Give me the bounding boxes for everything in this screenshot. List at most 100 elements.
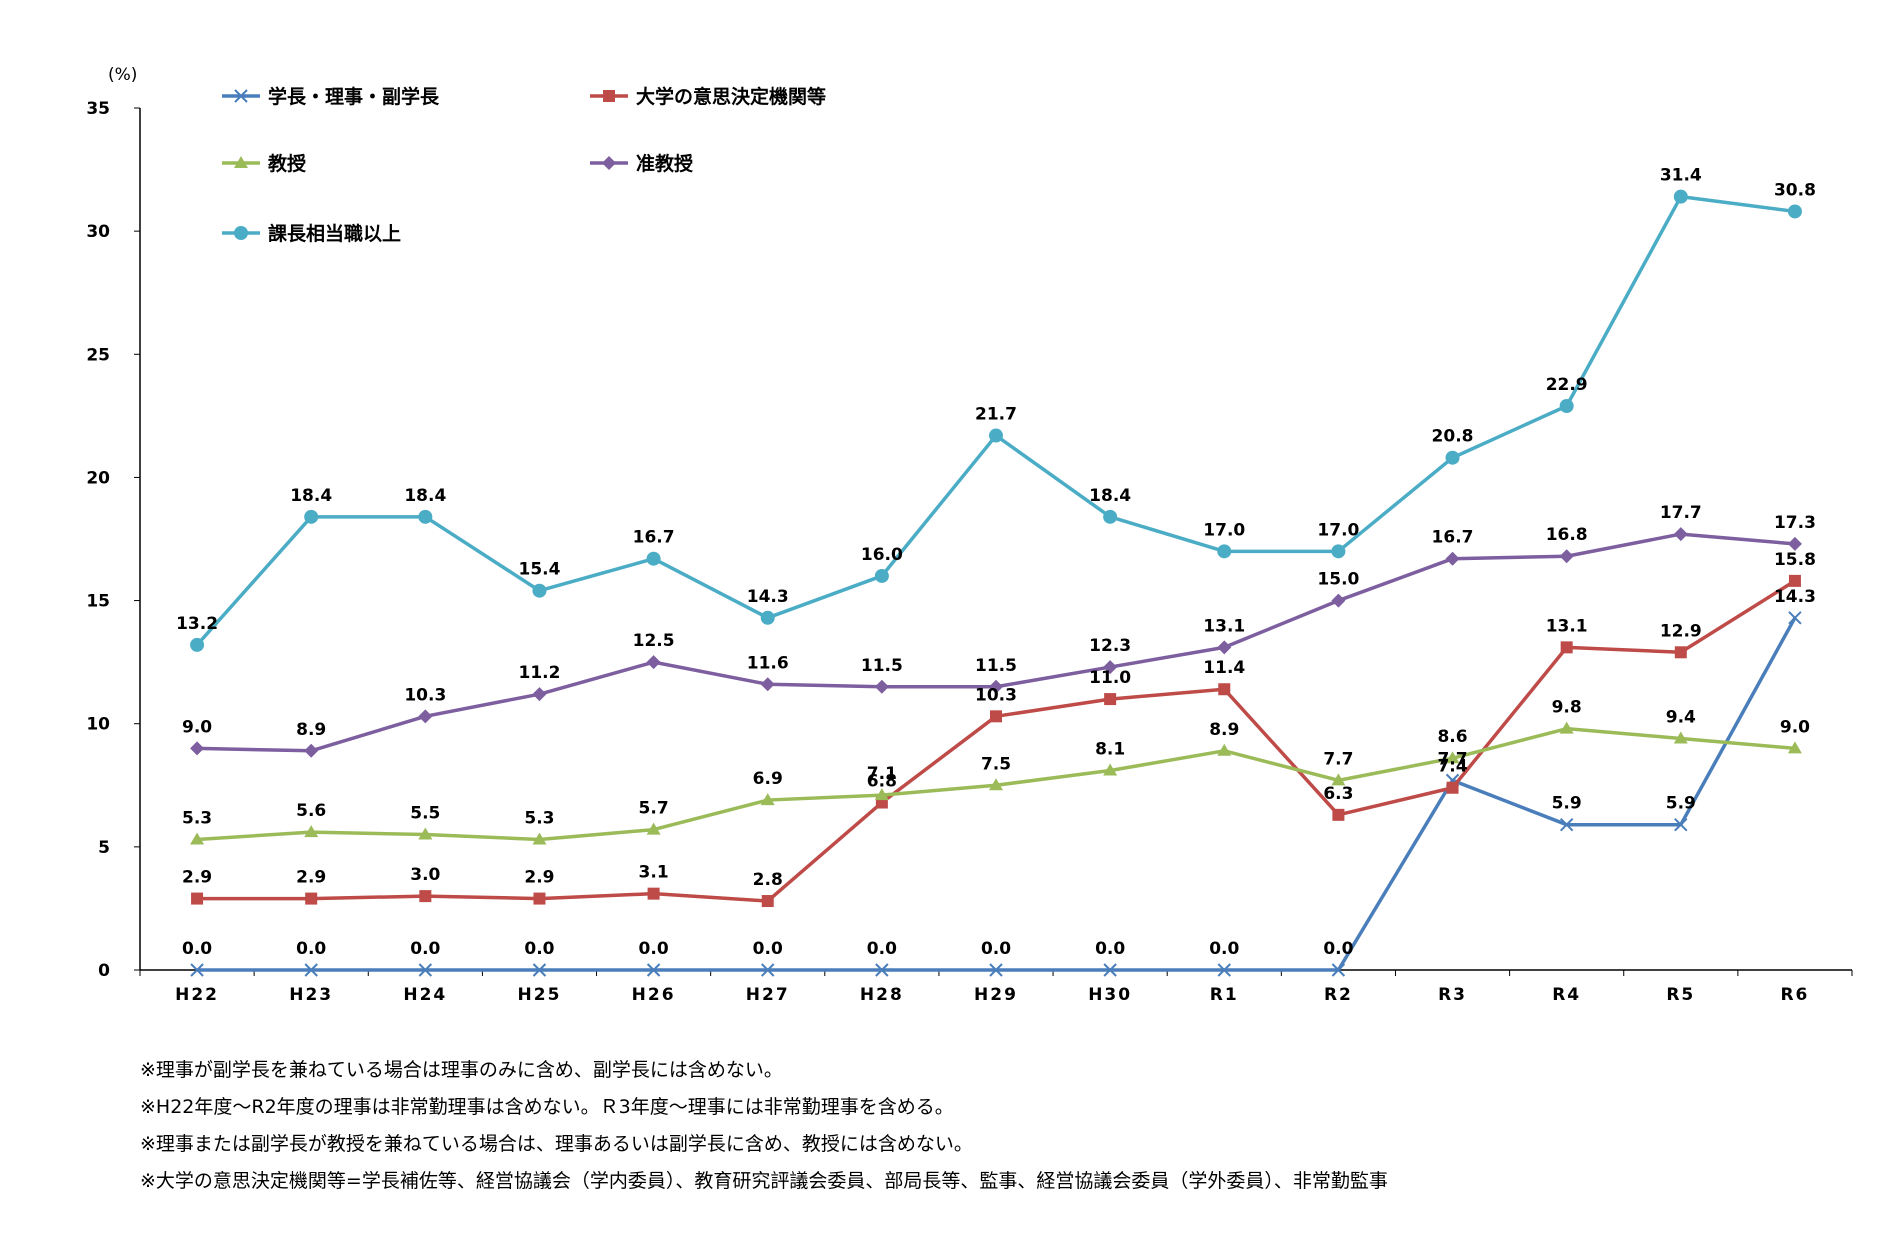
- data-point: [1217, 963, 1231, 977]
- data-point: [304, 825, 319, 838]
- data-label: 17.0: [1317, 520, 1359, 540]
- data-label: 0.0: [182, 939, 212, 959]
- data-label: 2.8: [753, 870, 783, 890]
- data-labels: 0.0 0.0 0.0 0.0 0.0 0.0 0.0 0.0 0.0 0.0 0.0 7.7 5.9 5…: [176, 166, 1816, 959]
- data-point: [1788, 574, 1801, 587]
- data-point: [1673, 527, 1688, 542]
- data-label: 0.0: [981, 939, 1011, 959]
- legend-marker: [603, 90, 615, 102]
- series-4: [190, 189, 1802, 652]
- data-point: [1446, 781, 1459, 794]
- data-label: 17.0: [1203, 520, 1245, 540]
- x-tick-label: H27: [746, 985, 790, 1005]
- y-tick-label: 30: [86, 222, 110, 242]
- legend-item: 准教授: [590, 152, 694, 175]
- data-label: 6.3: [1323, 784, 1353, 804]
- data-label: 8.9: [296, 720, 326, 740]
- x-tick-label: R3: [1438, 985, 1467, 1005]
- data-point: [1559, 721, 1574, 734]
- data-point: [304, 963, 318, 977]
- data-label: 5.9: [1552, 794, 1582, 814]
- data-point: [1788, 611, 1802, 625]
- data-point: [1103, 509, 1118, 524]
- data-point: [761, 895, 774, 908]
- data-label: 13.2: [176, 614, 218, 634]
- data-point: [1445, 751, 1460, 764]
- x-tick-label: H26: [632, 985, 676, 1005]
- data-point: [875, 963, 889, 977]
- data-label: 9.0: [1780, 717, 1810, 737]
- x-tick-label: H25: [518, 985, 562, 1005]
- data-point: [989, 963, 1003, 977]
- data-point: [1331, 773, 1346, 786]
- x-tick-label: R6: [1780, 985, 1809, 1005]
- data-label: 14.3: [1774, 587, 1816, 607]
- data-point: [1217, 743, 1232, 756]
- data-point: [646, 551, 661, 566]
- data-label: 13.1: [1546, 616, 1588, 636]
- data-label: 2.9: [182, 868, 212, 888]
- legend-marker: [602, 156, 616, 170]
- data-label: 30.8: [1774, 180, 1816, 200]
- x-tick-label: R2: [1324, 985, 1353, 1005]
- data-label: 18.4: [404, 486, 446, 506]
- data-point: [1560, 641, 1573, 654]
- data-label: 11.0: [1089, 668, 1131, 688]
- data-label: 9.8: [1552, 698, 1582, 718]
- data-label: 11.5: [975, 656, 1017, 676]
- data-point: [532, 963, 547, 977]
- data-point: [989, 428, 1003, 443]
- data-label: 16.0: [861, 545, 903, 565]
- data-label: 5.7: [639, 799, 669, 819]
- legend-label: 大学の意思決定機関等: [636, 85, 826, 108]
- y-tick-label: 35: [86, 99, 110, 119]
- data-label: 2.9: [296, 868, 326, 888]
- data-label: 0.0: [867, 939, 897, 959]
- legend-label: 准教授: [636, 152, 694, 175]
- data-label: 16.7: [1432, 528, 1474, 548]
- data-label: 12.9: [1660, 621, 1702, 641]
- data-point: [760, 677, 775, 692]
- legend-label: 課長相当職以上: [268, 222, 401, 245]
- data-point: [1559, 817, 1574, 832]
- x-tick-label: H29: [974, 985, 1018, 1005]
- data-label: 9.0: [182, 717, 212, 737]
- data-point: [418, 709, 433, 724]
- data-label: 0.0: [753, 939, 783, 959]
- data-label: 15.8: [1774, 550, 1816, 570]
- data-point: [1331, 963, 1346, 977]
- footnote: ※大学の意思決定機関等=学長補佐等、経営協議会（学内委員）、教育研究評議会委員、…: [140, 1170, 1388, 1192]
- data-point: [1787, 204, 1802, 219]
- data-label: 14.3: [747, 587, 789, 607]
- data-point: [1673, 731, 1688, 744]
- data-label: 0.0: [296, 939, 326, 959]
- x-tick-label: H24: [403, 985, 447, 1005]
- data-point: [190, 963, 204, 977]
- data-point: [1103, 763, 1118, 776]
- x-tick-label: R5: [1666, 985, 1695, 1005]
- data-label: 15.0: [1317, 570, 1359, 590]
- data-label: 12.5: [633, 631, 675, 651]
- data-point: [1331, 544, 1346, 559]
- data-point: [418, 827, 433, 840]
- data-point: [533, 892, 546, 905]
- data-point: [1559, 549, 1574, 564]
- data-point: [1445, 450, 1460, 465]
- data-label: 0.0: [1323, 939, 1353, 959]
- legend-marker: [234, 89, 248, 103]
- data-label: 5.3: [524, 808, 554, 828]
- data-point: [190, 741, 205, 756]
- data-label: 0.0: [524, 939, 554, 959]
- data-label: 2.9: [524, 868, 554, 888]
- data-label: 22.9: [1546, 375, 1588, 395]
- data-label: 8.9: [1209, 720, 1239, 740]
- y-tick-label: 25: [86, 345, 110, 365]
- data-label: 18.4: [290, 486, 332, 506]
- data-point: [418, 509, 433, 524]
- data-point: [532, 832, 547, 845]
- data-point: [1103, 963, 1117, 977]
- data-label: 7.7: [1437, 749, 1467, 769]
- data-label: 9.4: [1666, 707, 1696, 727]
- data-point: [646, 963, 661, 977]
